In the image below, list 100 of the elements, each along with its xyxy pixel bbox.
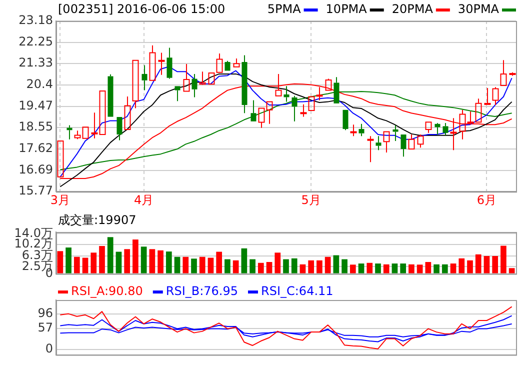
bar <box>508 268 515 274</box>
bar <box>250 259 256 274</box>
y-tick-label: 15.77 <box>18 184 53 198</box>
bar <box>82 258 88 274</box>
legend-label: 20PMA <box>392 2 434 16</box>
bar <box>392 263 398 274</box>
bar <box>425 262 432 274</box>
y-tick-label: 6.3万 <box>22 248 53 262</box>
x-tick-label: 5月 <box>301 192 321 207</box>
bar <box>140 246 147 274</box>
candlestick <box>66 124 72 140</box>
bar <box>492 256 498 274</box>
legend-label: 10PMA <box>326 2 368 16</box>
bar <box>500 246 506 274</box>
candlestick <box>376 136 382 151</box>
bar <box>400 263 406 274</box>
candlestick <box>183 64 190 92</box>
bar <box>208 258 214 274</box>
bar <box>241 248 248 274</box>
bar <box>467 260 473 274</box>
candlestick <box>292 95 298 122</box>
candlestick <box>108 74 114 117</box>
chart-title: [002351] 2016-06-06 15:00 <box>58 2 226 16</box>
candlestick <box>124 96 131 130</box>
bar <box>107 237 114 274</box>
bar <box>358 263 364 274</box>
bar <box>132 239 138 274</box>
candlestick <box>392 124 398 142</box>
bar <box>308 260 314 274</box>
bar <box>124 249 130 274</box>
candlestick <box>199 71 206 85</box>
bar <box>408 264 414 274</box>
bar <box>300 264 306 274</box>
candlestick <box>233 58 240 68</box>
bar <box>99 246 105 274</box>
bar <box>274 252 281 274</box>
candlestick <box>116 117 122 141</box>
bar <box>149 249 156 274</box>
candlestick <box>132 60 139 109</box>
bar <box>442 264 448 274</box>
candlestick <box>350 124 357 137</box>
bar <box>74 256 80 274</box>
candlestick <box>242 54 248 114</box>
y-tick-label: 16.69 <box>18 162 53 177</box>
candlestick <box>158 52 165 76</box>
bar <box>66 247 72 274</box>
bar <box>375 263 381 274</box>
bar <box>258 262 264 274</box>
bar <box>57 251 64 274</box>
candlestick <box>149 44 156 81</box>
bar <box>266 262 272 274</box>
chart-title: 成交量:19907 <box>58 213 136 228</box>
candlestick <box>383 131 390 153</box>
bar <box>224 259 230 274</box>
candlestick <box>408 134 415 150</box>
bar <box>475 254 482 274</box>
bar <box>450 263 456 274</box>
bar <box>342 259 348 274</box>
legend-label: RSI_C:64.11 <box>261 284 334 298</box>
bar <box>458 258 465 274</box>
candlestick <box>300 104 307 118</box>
bar <box>90 252 97 274</box>
legend-label: RSI_A:90.80 <box>71 284 143 298</box>
bar <box>166 251 172 274</box>
candlestick <box>367 136 374 163</box>
x-tick-label: 6月 <box>476 192 497 207</box>
y-tick-label: 57 <box>38 320 53 334</box>
y-tick-label: 96 <box>38 306 53 320</box>
y-tick-label: 0 <box>45 342 53 356</box>
bar <box>116 252 122 274</box>
bar <box>291 258 298 274</box>
candlestick <box>500 60 507 86</box>
candlestick <box>450 118 457 151</box>
candlestick <box>250 100 256 122</box>
bar <box>216 252 222 274</box>
bar <box>191 258 197 274</box>
candlestick <box>174 86 180 102</box>
bar <box>283 259 289 274</box>
x-tick-label: 4月 <box>134 192 154 207</box>
bar <box>316 260 322 274</box>
y-tick-label: 23.18 <box>18 13 53 28</box>
candlestick <box>192 73 198 98</box>
x-tick-label: 3月 <box>50 192 70 207</box>
y-tick-label: 21.33 <box>18 56 53 70</box>
bar <box>158 250 164 274</box>
bar <box>366 262 373 274</box>
candlestick <box>358 123 364 137</box>
bar <box>333 255 340 274</box>
candlestick <box>400 134 406 158</box>
legend-label: RSI_B:76.95 <box>166 284 238 298</box>
bar <box>174 256 180 274</box>
bar <box>350 264 356 274</box>
y-tick-label: 22.25 <box>18 34 53 49</box>
bar <box>199 256 206 274</box>
y-tick-label: 19.47 <box>18 98 53 113</box>
bar <box>416 264 423 274</box>
bar <box>232 260 239 274</box>
bar <box>324 256 331 274</box>
bar <box>434 264 440 274</box>
y-tick-label: 20.4 <box>26 77 53 92</box>
